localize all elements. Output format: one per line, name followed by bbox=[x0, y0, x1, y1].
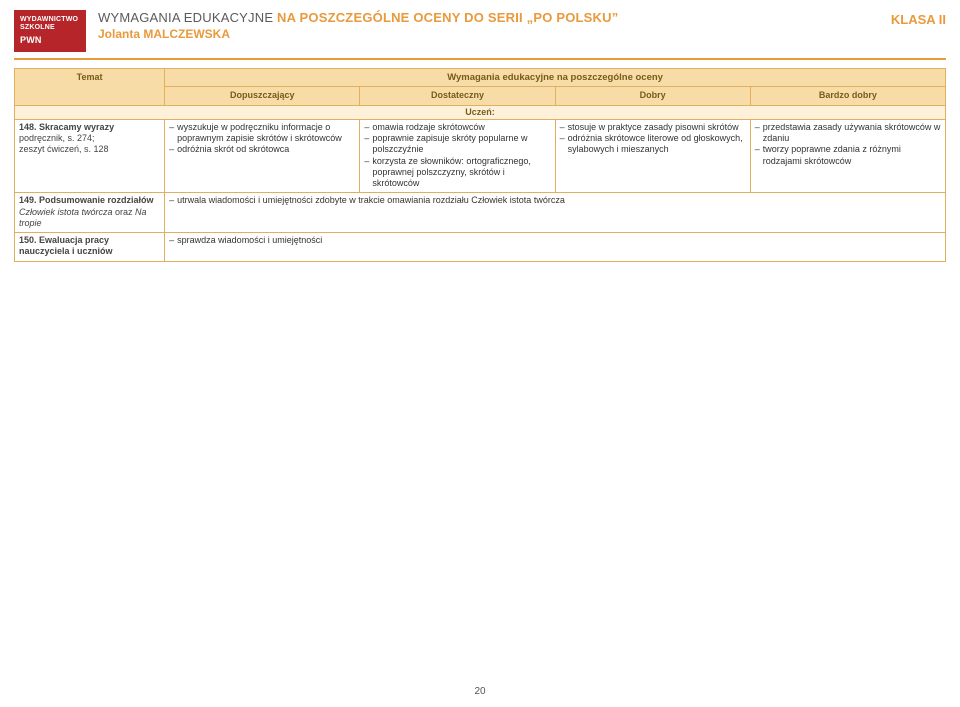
list-item: stosuje w praktyce zasady pisowni skrótó… bbox=[560, 122, 746, 133]
level-cell: przedstawia zasady używania skrótowców w… bbox=[750, 119, 945, 193]
uczen-label: Uczeń: bbox=[15, 105, 946, 119]
col-header-level: Bardzo dobry bbox=[750, 87, 945, 105]
merged-cell: utrwala wiadomości i umiejętności zdobyt… bbox=[165, 193, 946, 233]
title-block: WYMAGANIA EDUKACYJNE NA POSZCZEGÓLNE OCE… bbox=[86, 10, 891, 41]
merged-cell: sprawdza wiadomości i umiejętności bbox=[165, 233, 946, 262]
doc-author: Jolanta MALCZEWSKA bbox=[98, 27, 891, 41]
list-item: przedstawia zasady używania skrótowców w… bbox=[755, 122, 941, 145]
col-header-level: Dostateczny bbox=[360, 87, 555, 105]
doc-title-accent: NA POSZCZEGÓLNE OCENY DO SERII „PO POLSK… bbox=[277, 10, 618, 25]
table-row: 150. Ewaluacja pracy nauczyciela i uczni… bbox=[15, 233, 946, 262]
requirements-table: Temat Wymagania edukacyjne na poszczegól… bbox=[14, 68, 946, 262]
col-header-level: Dopuszczający bbox=[165, 87, 360, 105]
list-item: sprawdza wiadomości i umiejętności bbox=[169, 235, 941, 246]
topic-cell: 150. Ewaluacja pracy nauczyciela i uczni… bbox=[15, 233, 165, 262]
topic-cell: 148. Skracamy wyrazypodręcznik, s. 274;z… bbox=[15, 119, 165, 193]
logo-line-1: WYDAWNICTWO bbox=[20, 16, 80, 24]
list-item: wyszukuje w podręczniku informacje o pop… bbox=[169, 122, 355, 145]
header-rule bbox=[14, 58, 946, 60]
page-header: WYDAWNICTWO SZKOLNE PWN WYMAGANIA EDUKAC… bbox=[0, 0, 960, 56]
logo-line-2: SZKOLNE bbox=[20, 24, 80, 32]
table-row: 148. Skracamy wyrazypodręcznik, s. 274;z… bbox=[15, 119, 946, 193]
list-item: omawia rodzaje skrótowców bbox=[364, 122, 550, 133]
col-header-temat: Temat bbox=[15, 68, 165, 105]
list-item: korzysta ze słowników: ortograficznego, … bbox=[364, 156, 550, 190]
level-cell: wyszukuje w podręczniku informacje o pop… bbox=[165, 119, 360, 193]
topic-cell: 149. Podsumowanie rozdziałów Człowiek is… bbox=[15, 193, 165, 233]
list-item: utrwala wiadomości i umiejętności zdobyt… bbox=[169, 195, 941, 206]
table-container: Temat Wymagania edukacyjne na poszczegól… bbox=[0, 68, 960, 262]
list-item: tworzy poprawne zdania z różnymi rodzaja… bbox=[755, 144, 941, 167]
doc-title: WYMAGANIA EDUKACYJNE NA POSZCZEGÓLNE OCE… bbox=[98, 10, 891, 25]
logo-line-3: PWN bbox=[20, 35, 80, 46]
table-row: 149. Podsumowanie rozdziałów Człowiek is… bbox=[15, 193, 946, 233]
class-label: KLASA II bbox=[891, 10, 946, 27]
list-item: poprawnie zapisuje skróty popularne w po… bbox=[364, 133, 550, 156]
doc-title-prefix: WYMAGANIA EDUKACYJNE bbox=[98, 10, 277, 25]
list-item: odróżnia skrótowce literowe od głoskowyc… bbox=[560, 133, 746, 156]
level-cell: omawia rodzaje skrótowcówpoprawnie zapis… bbox=[360, 119, 555, 193]
publisher-logo: WYDAWNICTWO SZKOLNE PWN bbox=[14, 10, 86, 52]
list-item: odróżnia skrót od skrótowca bbox=[169, 144, 355, 155]
level-cell: stosuje w praktyce zasady pisowni skrótó… bbox=[555, 119, 750, 193]
page-number: 20 bbox=[0, 686, 960, 697]
col-header-level: Dobry bbox=[555, 87, 750, 105]
col-header-group: Wymagania edukacyjne na poszczególne oce… bbox=[165, 68, 946, 87]
